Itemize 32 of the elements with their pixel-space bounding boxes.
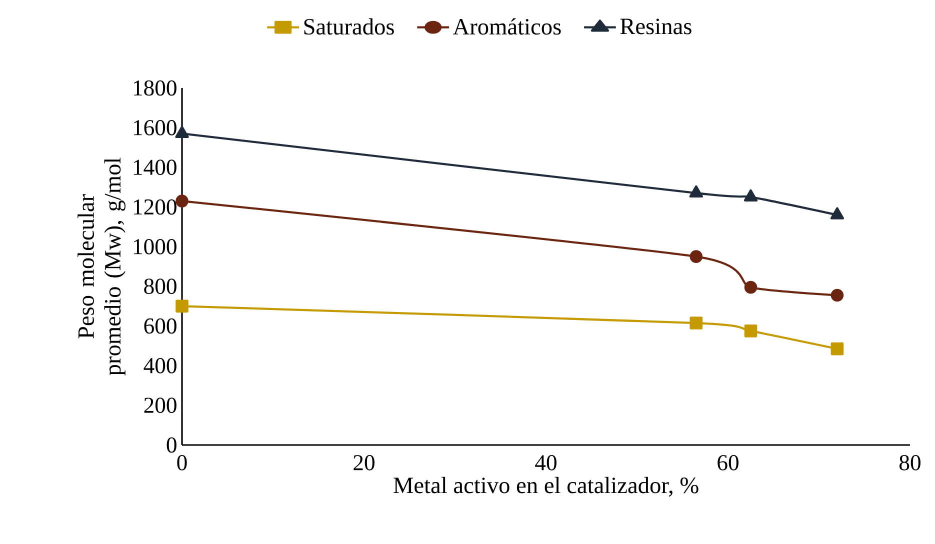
point: [830, 342, 844, 356]
point: [690, 316, 703, 330]
x-axis-title: Metal activo en el catalizador, %: [394, 476, 698, 497]
y-tick-label: 600: [144, 318, 176, 334]
y-tick-label: 1400: [134, 160, 176, 175]
x-tick-label: 40: [535, 455, 556, 470]
point: [176, 194, 188, 208]
y-tick-label: 400: [144, 358, 176, 374]
y-tick-label: 1600: [134, 120, 176, 136]
x-tick-label: 80: [900, 455, 920, 470]
point: [744, 189, 758, 202]
legend-label: Resinas: [620, 18, 692, 34]
point: [830, 207, 844, 220]
y-tick-label: 1800: [134, 80, 176, 96]
point: [176, 300, 188, 313]
x-tick-label: 20: [354, 455, 374, 470]
legend-label: Saturados: [304, 18, 394, 35]
point: [744, 324, 758, 338]
y-tick-label: 1200: [134, 199, 176, 215]
y-tick-label: 1000: [134, 239, 176, 254]
point: [175, 126, 189, 138]
point: [744, 280, 758, 294]
y-tick-label: 800: [144, 278, 176, 294]
point: [830, 288, 844, 302]
point: [689, 185, 703, 198]
y-tick-label: 200: [144, 398, 176, 413]
x-tick-label: 0: [177, 455, 187, 470]
y-tick-label: 0: [166, 437, 176, 453]
y-axis-title: Peso molecular promedio (Mw), g/mol: [78, 158, 126, 376]
point: [690, 250, 703, 263]
x-tick-label: 60: [718, 455, 738, 470]
legend-label: Aromáticos: [453, 18, 561, 35]
